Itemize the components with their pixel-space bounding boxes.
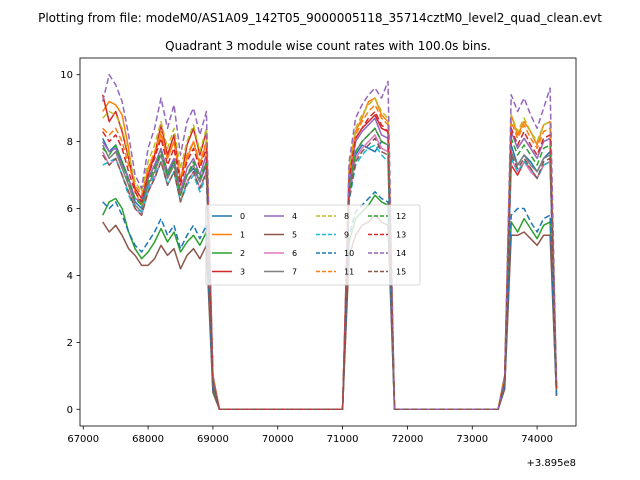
legend-label-7: 7 xyxy=(292,268,297,277)
x-tick-label: 67000 xyxy=(67,434,99,445)
chart-title: Quadrant 3 module wise count rates with … xyxy=(165,39,491,53)
legend-label-10: 10 xyxy=(344,249,354,258)
x-tick-label: 70000 xyxy=(262,434,294,445)
y-tick-label: 10 xyxy=(60,70,73,81)
legend-label-6: 6 xyxy=(292,249,297,258)
legend-label-9: 9 xyxy=(344,231,349,240)
series-layer xyxy=(101,73,558,411)
y-tick-label: 0 xyxy=(67,405,73,416)
x-tick-label: 72000 xyxy=(392,434,424,445)
x-tick-label: 69000 xyxy=(197,434,229,445)
legend-label-15: 15 xyxy=(396,268,406,277)
series-line-8 xyxy=(102,97,558,411)
legend-label-0: 0 xyxy=(240,212,245,221)
legend-box xyxy=(205,204,421,286)
y-axis: 0 2 4 6 8 10 xyxy=(60,70,80,416)
x-axis-offset-label: +3.895e8 xyxy=(526,458,576,469)
y-tick-label: 2 xyxy=(67,338,73,349)
x-tick-label: 71000 xyxy=(327,434,359,445)
x-tick-label: 68000 xyxy=(132,434,164,445)
figure-suptitle: Plotting from file: modeM0/AS1A09_142T05… xyxy=(38,11,602,25)
legend-label-11: 11 xyxy=(344,268,354,277)
legend-label-8: 8 xyxy=(344,212,349,221)
legend-label-4: 4 xyxy=(292,212,297,221)
legend-label-12: 12 xyxy=(396,212,406,221)
series-line-15 xyxy=(102,137,558,411)
legend-label-5: 5 xyxy=(292,231,297,240)
x-axis: 67000 68000 69000 70000 71000 72000 73000 74000 xyxy=(67,426,553,445)
legend-label-13: 13 xyxy=(396,231,406,240)
y-tick-label: 8 xyxy=(67,137,73,148)
legend-label-14: 14 xyxy=(396,249,406,258)
legend-label-3: 3 xyxy=(240,268,245,277)
x-tick-label: 73000 xyxy=(456,434,488,445)
plot-frame xyxy=(79,57,577,427)
y-tick-label: 6 xyxy=(67,204,73,215)
x-tick-label: 74000 xyxy=(521,434,553,445)
legend-label-2: 2 xyxy=(240,249,245,258)
y-tick-label: 4 xyxy=(67,271,73,282)
legend-label-1: 1 xyxy=(240,231,245,240)
